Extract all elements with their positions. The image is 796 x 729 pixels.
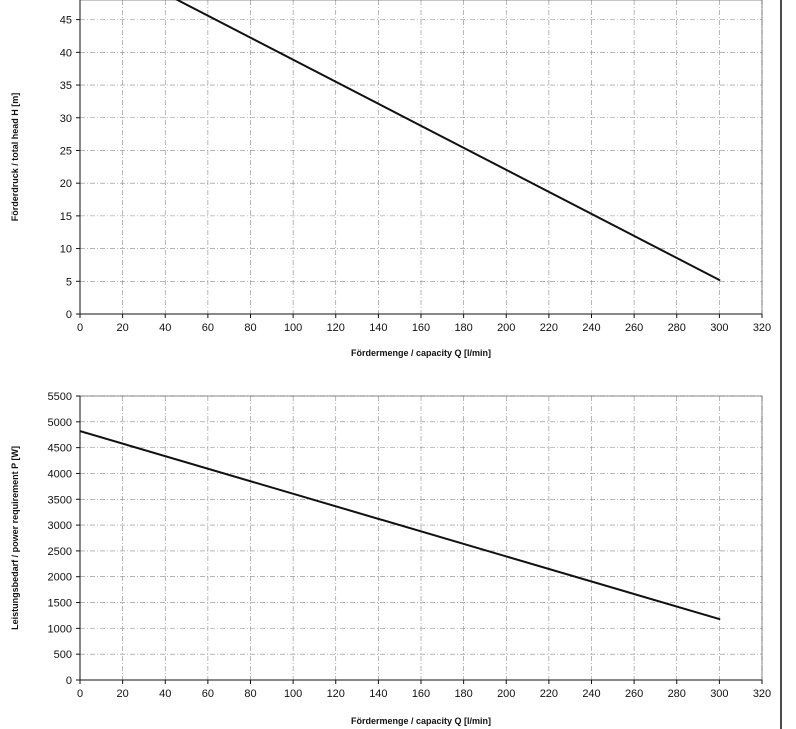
head-y-tick-label-10: 10 xyxy=(60,244,72,256)
power-series-line-0 xyxy=(80,430,721,621)
power-x-tick-label-120: 120 xyxy=(327,688,345,700)
head-x-axis-title: Fördermenge / capacity Q [l/min] xyxy=(351,348,491,358)
head-x-tick-label-60: 60 xyxy=(202,322,214,334)
power-y-axis-title: Leistungsbedarf / power requirement P [W… xyxy=(10,446,20,630)
head-x-tick-label-0: 0 xyxy=(77,322,83,334)
head-x-tick-label-100: 100 xyxy=(284,322,302,334)
power-y-tick-label-1000: 1000 xyxy=(48,623,72,635)
power-x-tick-label-240: 240 xyxy=(582,688,600,700)
power-y-tick-label-3000: 3000 xyxy=(48,520,72,532)
power-y-tick-label-5500: 5500 xyxy=(48,391,72,403)
power-x-tick-label-0: 0 xyxy=(77,688,83,700)
head-y-tick-label-5: 5 xyxy=(66,276,72,288)
power-y-tick-label-1500: 1500 xyxy=(48,598,72,610)
power-x-tick-label-20: 20 xyxy=(117,688,129,700)
head-y-tick-label-20: 20 xyxy=(60,178,72,190)
power-x-tick-label-320: 320 xyxy=(753,688,771,700)
power-y-tick-label-2500: 2500 xyxy=(48,546,72,558)
head-x-tick-label-40: 40 xyxy=(159,322,171,334)
head-x-tick-label-320: 320 xyxy=(753,322,771,334)
power-y-tick-label-4000: 4000 xyxy=(48,468,72,480)
head-x-tick-label-160: 160 xyxy=(412,322,430,334)
power-x-tick-label-140: 140 xyxy=(369,688,387,700)
power-y-tick-label-3500: 3500 xyxy=(48,494,72,506)
head-y-tick-label-45: 45 xyxy=(60,15,72,27)
power-x-tick-label-180: 180 xyxy=(454,688,472,700)
head-y-tick-label-0: 0 xyxy=(66,309,72,321)
power-chart: 0 20 40 60 80 100 120 140 160 180 200 220 240 260 280 3… xyxy=(10,391,771,726)
head-x-tick-label-220: 220 xyxy=(540,322,558,334)
head-x-tick-label-280: 280 xyxy=(668,322,686,334)
power-x-tick-label-280: 280 xyxy=(668,688,686,700)
head-chart: 0 20 40 60 80 100 120 140 160 180 200 220 240 260 280 3… xyxy=(10,0,771,358)
head-x-tick-label-80: 80 xyxy=(244,322,256,334)
power-y-tick-label-0: 0 xyxy=(66,675,72,687)
head-x-tick-label-200: 200 xyxy=(497,322,515,334)
head-x-tick-label-240: 240 xyxy=(582,322,600,334)
head-x-tick-label-140: 140 xyxy=(369,322,387,334)
power-x-tick-label-160: 160 xyxy=(412,688,430,700)
power-y-tick-label-5000: 5000 xyxy=(48,417,72,429)
power-x-tick-label-260: 260 xyxy=(625,688,643,700)
power-x-tick-label-100: 100 xyxy=(284,688,302,700)
head-x-tick-label-300: 300 xyxy=(710,322,728,334)
power-x-tick-label-300: 300 xyxy=(710,688,728,700)
head-y-tick-label-15: 15 xyxy=(60,211,72,223)
head-x-tick-label-20: 20 xyxy=(117,322,129,334)
head-x-tick-label-260: 260 xyxy=(625,322,643,334)
power-y-tick-label-4500: 4500 xyxy=(48,443,72,455)
head-y-tick-label-25: 25 xyxy=(60,145,72,157)
head-y-tick-label-30: 30 xyxy=(60,113,72,125)
power-x-tick-label-200: 200 xyxy=(497,688,515,700)
head-x-tick-label-120: 120 xyxy=(327,322,345,334)
power-y-tick-label-2000: 2000 xyxy=(48,572,72,584)
power-x-tick-label-80: 80 xyxy=(244,688,256,700)
head-x-tick-label-180: 180 xyxy=(454,322,472,334)
power-x-tick-label-60: 60 xyxy=(202,688,214,700)
power-x-axis-title: Fördermenge / capacity Q [l/min] xyxy=(351,716,491,726)
head-y-axis-title: Förderdruck / total head H [m] xyxy=(10,93,20,222)
power-x-tick-label-40: 40 xyxy=(159,688,171,700)
head-y-tick-label-40: 40 xyxy=(60,47,72,59)
power-y-tick-label-500: 500 xyxy=(54,649,72,661)
head-series-line-0 xyxy=(175,0,721,281)
power-x-tick-label-220: 220 xyxy=(540,688,558,700)
head-y-tick-label-35: 35 xyxy=(60,80,72,92)
